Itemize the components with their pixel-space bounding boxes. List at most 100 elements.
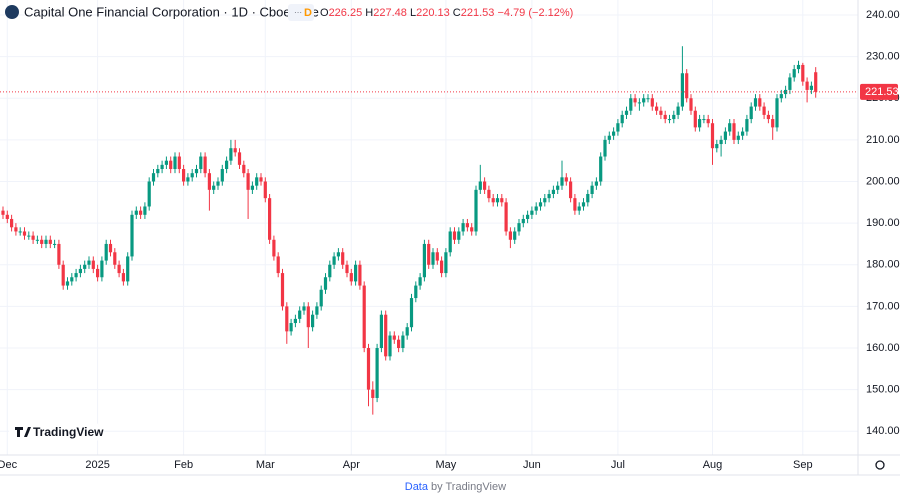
candle-body (564, 177, 568, 182)
candle-body (250, 185, 254, 190)
candle-body (44, 239, 48, 244)
candle-body (207, 173, 211, 190)
candle-body (508, 231, 512, 240)
candle-body (91, 260, 95, 269)
candle-body (809, 85, 813, 90)
candle-body (444, 252, 448, 274)
candle-body (801, 64, 805, 82)
candle-body (771, 119, 775, 128)
candle-body (263, 181, 267, 199)
candle-body (160, 164, 164, 170)
candle-body (607, 135, 611, 140)
candle-body (719, 139, 723, 145)
candle-body (427, 243, 431, 265)
candle-body (182, 169, 186, 182)
candle-body (655, 106, 659, 111)
candle-body (53, 243, 57, 245)
badge-dots: ⋯ (294, 8, 302, 17)
candle-body (173, 156, 177, 170)
candle-body (216, 181, 220, 186)
candle-body (151, 173, 156, 182)
candle-body (61, 264, 65, 286)
candle-body (74, 273, 78, 278)
logo-bg (9, 420, 101, 444)
candle-body (1, 210, 5, 215)
candle-body (27, 235, 31, 237)
candle-body (448, 231, 452, 253)
candle-body (706, 119, 710, 124)
candle-body (680, 73, 684, 107)
candle-body (534, 206, 538, 211)
candle-body (504, 202, 508, 232)
candle-body (478, 181, 482, 190)
candle-body (672, 114, 676, 120)
candle-body (199, 156, 203, 170)
candle-body (156, 169, 160, 174)
candle-body (465, 223, 469, 228)
candle-body (513, 231, 517, 240)
candle-body (10, 218, 14, 228)
candle-body (83, 264, 87, 269)
candle-body (225, 160, 229, 170)
candle-body (336, 252, 340, 257)
candle-body (547, 193, 551, 199)
y-tick-label: 210.00 (866, 134, 900, 146)
y-tick-label: 230.00 (866, 51, 900, 63)
candle-body (57, 243, 61, 265)
candle-body (255, 177, 259, 186)
candle-body (5, 214, 9, 219)
candle-body (418, 277, 422, 286)
candle-body (31, 235, 35, 240)
candle-body (796, 64, 801, 70)
candle-body (560, 177, 564, 186)
candle-body (285, 306, 289, 332)
candle-body (590, 185, 594, 194)
candle-body (354, 264, 358, 282)
candle-body (805, 81, 809, 90)
candle-body (659, 110, 663, 115)
candle-body (663, 114, 667, 120)
candle-body (349, 273, 353, 282)
y-tick-label: 150.00 (866, 384, 900, 396)
x-tick-label: Jun (523, 459, 541, 471)
candle-body (745, 119, 749, 132)
candle-body (143, 206, 147, 215)
candle-body (345, 264, 349, 274)
candle-body (22, 231, 27, 236)
candle-body (108, 243, 113, 253)
candle-body (728, 123, 732, 132)
settings-icon[interactable] (875, 460, 885, 470)
candle-body (521, 218, 525, 224)
candle-body (40, 239, 44, 244)
candle-body (315, 306, 319, 315)
x-tick-label: May (436, 459, 457, 471)
candle-body (723, 131, 727, 140)
candle-body (100, 260, 104, 278)
candle-body (474, 189, 478, 232)
candle-body (302, 306, 306, 311)
candle-body (371, 389, 375, 398)
footer-link[interactable]: Data (405, 481, 429, 493)
y-tick-label: 240.00 (866, 9, 900, 21)
candle-body (375, 348, 379, 398)
candle-body (323, 277, 328, 290)
candle-body (637, 102, 641, 104)
candle-body (741, 131, 745, 136)
candle-body (306, 306, 310, 328)
candle-body (268, 198, 272, 240)
y-tick-label: 200.00 (866, 175, 900, 187)
candle-body (220, 169, 224, 182)
candle-body (405, 327, 409, 336)
candle-body (758, 98, 762, 107)
candle-body (431, 252, 435, 265)
candle-body (650, 98, 654, 107)
badge-bg (288, 4, 314, 21)
candle-body (495, 198, 500, 203)
candle-body (113, 252, 117, 265)
candle-body (732, 123, 736, 140)
candle-body (753, 98, 758, 107)
candle-body (573, 198, 577, 211)
candle-body (689, 98, 693, 111)
candle-body (435, 252, 439, 261)
